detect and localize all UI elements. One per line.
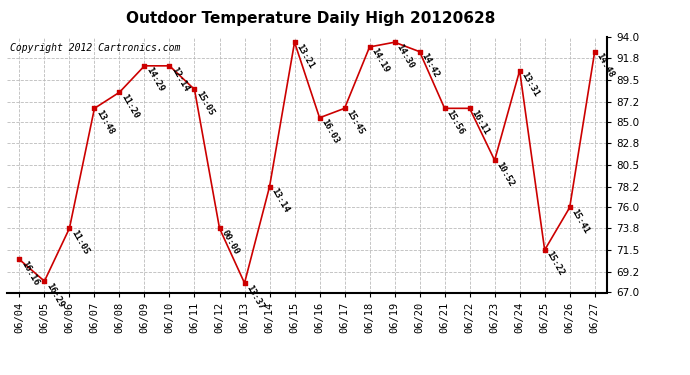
Text: 14:30: 14:30 bbox=[395, 42, 416, 70]
Text: 13:21: 13:21 bbox=[295, 42, 316, 70]
Point bbox=[64, 225, 75, 231]
Point bbox=[514, 68, 525, 74]
Text: 14:48: 14:48 bbox=[595, 52, 616, 80]
Point bbox=[589, 49, 600, 55]
Point bbox=[489, 157, 500, 163]
Text: 15:41: 15:41 bbox=[570, 207, 591, 235]
Text: 13:48: 13:48 bbox=[95, 108, 116, 136]
Text: 16:03: 16:03 bbox=[319, 118, 341, 146]
Text: Outdoor Temperature Daily High 20120628: Outdoor Temperature Daily High 20120628 bbox=[126, 11, 495, 26]
Text: 14:29: 14:29 bbox=[144, 66, 166, 94]
Text: 15:45: 15:45 bbox=[344, 108, 366, 136]
Point bbox=[189, 87, 200, 93]
Point bbox=[364, 44, 375, 50]
Point bbox=[139, 63, 150, 69]
Point bbox=[464, 105, 475, 111]
Text: 13:14: 13:14 bbox=[270, 187, 290, 214]
Point bbox=[314, 115, 325, 121]
Text: 10:52: 10:52 bbox=[495, 160, 516, 188]
Point bbox=[164, 63, 175, 69]
Point bbox=[389, 39, 400, 45]
Point bbox=[564, 204, 575, 210]
Point bbox=[39, 278, 50, 284]
Text: 16:29: 16:29 bbox=[44, 281, 66, 309]
Point bbox=[214, 225, 225, 231]
Point bbox=[289, 39, 300, 45]
Text: 15:56: 15:56 bbox=[444, 108, 466, 136]
Text: 11:20: 11:20 bbox=[119, 92, 141, 120]
Text: 12:14: 12:14 bbox=[170, 66, 190, 94]
Text: 16:11: 16:11 bbox=[470, 108, 491, 136]
Point bbox=[439, 105, 450, 111]
Text: Copyright 2012 Cartronics.com: Copyright 2012 Cartronics.com bbox=[10, 43, 180, 52]
Text: 00:00: 00:00 bbox=[219, 228, 241, 256]
Point bbox=[264, 184, 275, 190]
Point bbox=[239, 280, 250, 286]
Point bbox=[339, 105, 350, 111]
Point bbox=[14, 256, 25, 262]
Text: 14:19: 14:19 bbox=[370, 47, 391, 75]
Point bbox=[114, 89, 125, 95]
Text: 13:31: 13:31 bbox=[520, 70, 541, 98]
Text: 13:37: 13:37 bbox=[244, 283, 266, 311]
Text: 11:05: 11:05 bbox=[70, 228, 90, 256]
Point bbox=[89, 105, 100, 111]
Text: 14:42: 14:42 bbox=[420, 52, 441, 80]
Point bbox=[414, 49, 425, 55]
Point bbox=[539, 247, 550, 253]
Text: 15:22: 15:22 bbox=[544, 250, 566, 278]
Text: 15:05: 15:05 bbox=[195, 90, 216, 117]
Text: 16:16: 16:16 bbox=[19, 260, 41, 287]
